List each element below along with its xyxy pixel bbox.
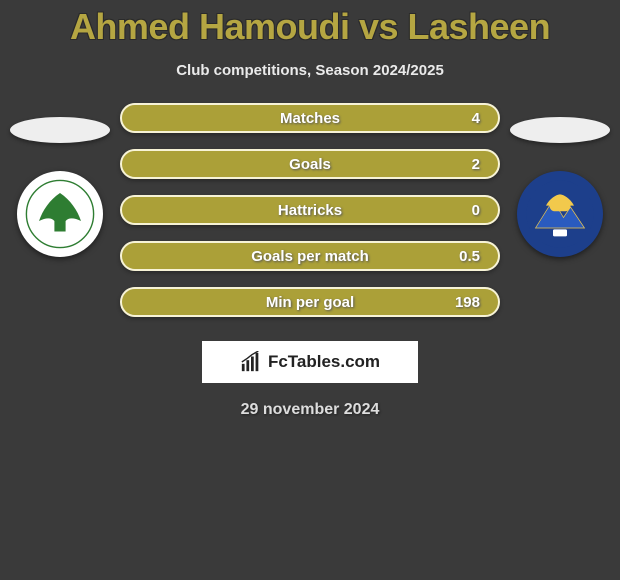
- right-club-logo: [517, 171, 603, 257]
- stat-row-gpm: Goals per match 0.5: [120, 241, 500, 271]
- footer-date: 29 november 2024: [0, 401, 620, 419]
- stat-row-matches: Matches 4: [120, 103, 500, 133]
- stat-row-mpg: Min per goal 198: [120, 287, 500, 317]
- subtitle: Club competitions, Season 2024/2025: [0, 62, 620, 79]
- eagle-icon: [25, 179, 95, 249]
- stat-row-hattricks: Hattricks 0: [120, 195, 500, 225]
- stat-value: 4: [472, 110, 480, 127]
- chart-icon: [240, 351, 262, 373]
- page-title: Ahmed Hamoudi vs Lasheen: [0, 0, 620, 48]
- stat-label: Hattricks: [278, 202, 342, 219]
- brand-text: FcTables.com: [268, 352, 380, 372]
- stat-row-goals: Goals 2: [120, 149, 500, 179]
- right-flag-ellipse: [510, 117, 610, 143]
- stat-value: 198: [455, 294, 480, 311]
- stat-label: Goals: [289, 156, 331, 173]
- left-club-logo: [17, 171, 103, 257]
- brand-box[interactable]: FcTables.com: [202, 341, 418, 383]
- comparison-infographic: Ahmed Hamoudi vs Lasheen Club competitio…: [0, 0, 620, 580]
- stat-value: 0: [472, 202, 480, 219]
- left-flag-ellipse: [10, 117, 110, 143]
- main-row: Matches 4 Goals 2 Hattricks 0 Goals per …: [0, 103, 620, 333]
- pyramids-icon: [525, 179, 595, 249]
- right-side: [508, 103, 612, 257]
- stat-value: 2: [472, 156, 480, 173]
- left-side: [8, 103, 112, 257]
- stat-label: Matches: [280, 110, 340, 127]
- stat-value: 0.5: [459, 248, 480, 265]
- stat-label: Min per goal: [266, 294, 354, 311]
- stat-label: Goals per match: [251, 248, 369, 265]
- stats-column: Matches 4 Goals 2 Hattricks 0 Goals per …: [112, 103, 508, 333]
